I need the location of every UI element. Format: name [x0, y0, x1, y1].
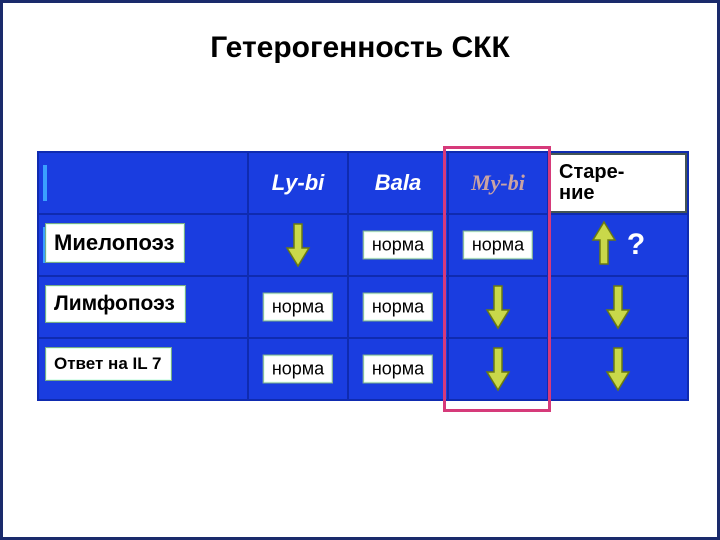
question-mark: ? — [627, 228, 645, 262]
arrow-up-with-question: ? — [549, 215, 687, 275]
header-mybi: My-bi — [448, 152, 548, 214]
arrow-down-icon — [605, 346, 631, 392]
table-row: Лимфопоэз норма норма — [38, 276, 688, 338]
norma-label: норма — [463, 231, 533, 260]
arrow-up-icon — [591, 220, 617, 271]
norma-label: норма — [363, 231, 433, 260]
row-accent-bar — [43, 165, 47, 201]
row-label: Миелопоэз — [45, 223, 185, 263]
norma-label: норма — [263, 293, 333, 322]
aging-line1: Старе- — [559, 161, 624, 183]
row-label: Ответ на IL 7 — [45, 347, 172, 381]
arrow-down-icon — [485, 284, 511, 330]
header-aging: Старе- ние — [548, 152, 688, 214]
arrow-down-icon — [485, 346, 511, 392]
norma-label: норма — [363, 355, 433, 384]
arrow-down-icon — [285, 222, 311, 268]
comparison-table: Ly-bi Bala My-bi Старе- ние Миелопоэз — [37, 151, 689, 401]
row-label: Лимфопоэз — [45, 285, 186, 323]
aging-label-box: Старе- ние — [549, 153, 687, 213]
header-lybi: Ly-bi — [248, 152, 348, 214]
header-empty — [38, 152, 248, 214]
norma-label: норма — [363, 293, 433, 322]
arrow-down-icon — [605, 284, 631, 330]
table-row: Ответ на IL 7 норма норма — [38, 338, 688, 400]
slide-frame: Гетерогенность СКК Ly-bi Bala My-bi Стар… — [0, 0, 720, 540]
norma-label: норма — [263, 355, 333, 384]
header-bala: Bala — [348, 152, 448, 214]
header-row: Ly-bi Bala My-bi Старе- ние — [38, 152, 688, 214]
table-row: Миелопоэз норма норма ? — [38, 214, 688, 276]
slide-title: Гетерогенность СКК — [3, 31, 717, 65]
aging-line2: ние — [559, 182, 595, 204]
